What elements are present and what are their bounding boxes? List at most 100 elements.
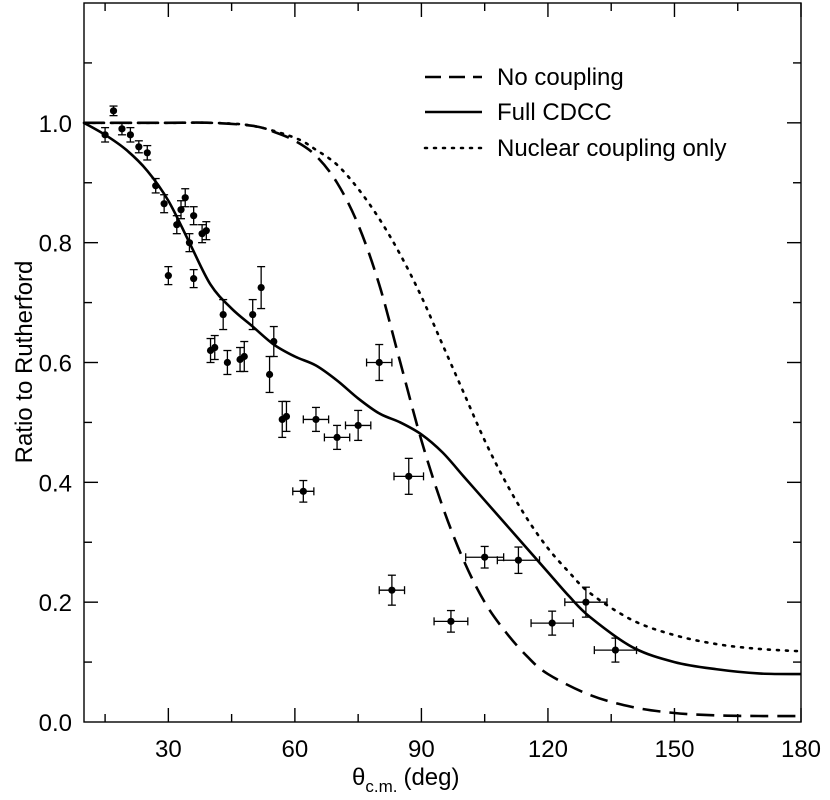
data-point [134, 140, 143, 154]
y-tick-labels: 0.0 0.2 0.4 0.6 0.8 1.0 [39, 111, 72, 737]
y-tick-label: 0.2 [39, 590, 72, 617]
data-point [269, 325, 278, 358]
data-point [117, 122, 126, 136]
data-point [564, 586, 608, 618]
data-point-marker [270, 337, 278, 346]
data-point-marker [405, 472, 413, 480]
data-point-marker [333, 433, 341, 441]
data-point-marker [126, 131, 134, 139]
data-point-marker [582, 598, 590, 606]
data-point-marker [312, 415, 320, 424]
x-tick-label: 150 [654, 736, 694, 763]
data-point-marker [548, 619, 556, 627]
data-point-marker [202, 227, 210, 235]
data-point [496, 546, 541, 575]
series-line-no-coupling [84, 121, 802, 718]
data-point-marker [185, 239, 194, 247]
data-point [126, 126, 135, 143]
x-tick-labels: 30 60 90 120 150 180 [155, 736, 821, 763]
data-point-marker [240, 352, 248, 361]
legend-label-nuclear-coupling-only: Nuclear coupling only [497, 135, 726, 162]
data-point-marker [143, 149, 151, 157]
x-tick-label: 60 [282, 736, 309, 763]
data-point [223, 349, 232, 376]
data-point [433, 609, 469, 633]
x-axis-label-symbol: θ [352, 764, 365, 791]
data-point-marker [164, 272, 172, 280]
data-point [240, 340, 249, 373]
y-tick-label: 0.6 [39, 351, 72, 378]
data-point [143, 144, 152, 161]
data-point-marker [160, 200, 168, 208]
data-point-marker [299, 487, 307, 495]
data-point-marker [177, 206, 185, 214]
data-point-marker [282, 412, 291, 421]
data-point-marker [190, 275, 198, 283]
data-point-marker [249, 310, 257, 319]
tick-marks [84, 3, 802, 722]
data-point-marker [481, 553, 489, 561]
data-point-marker [173, 221, 181, 229]
data-point [302, 406, 330, 433]
series-lines [82, 121, 803, 718]
data-point-marker [354, 421, 362, 430]
data-point-marker [514, 556, 523, 564]
data-point-marker [265, 370, 274, 379]
data-point-marker [211, 343, 219, 352]
data-point-marker [375, 358, 383, 367]
data-point [248, 298, 257, 331]
x-tick-label: 120 [528, 736, 568, 763]
data-point-marker [257, 284, 265, 292]
data-point [109, 105, 118, 117]
data-point-marker [388, 586, 396, 594]
legend-label-no-coupling: No coupling [497, 64, 624, 91]
data-point [210, 334, 219, 361]
data-point-marker [219, 310, 227, 319]
data-point-marker [152, 182, 160, 190]
x-axis-label: θc.m. (deg) [352, 764, 460, 796]
data-point [181, 188, 190, 208]
data-point [189, 206, 198, 226]
experimental-data [101, 105, 638, 663]
data-point [323, 424, 351, 451]
data-point [282, 400, 291, 433]
data-point [257, 265, 266, 310]
y-tick-label: 0.4 [39, 470, 72, 497]
series-line-nuclear-coupling-only [82, 121, 803, 653]
data-point-marker [190, 212, 198, 220]
data-point-marker [223, 358, 231, 367]
data-point [151, 177, 160, 194]
data-point [202, 221, 211, 241]
data-point [365, 343, 393, 382]
series-line-full-cdcc [83, 121, 802, 676]
data-point-marker [109, 107, 118, 115]
data-point [378, 574, 406, 606]
y-tick-label: 0.0 [39, 710, 72, 737]
data-point [160, 194, 169, 214]
data-point [393, 457, 425, 495]
y-axis-label: Ratio to Rutherford [11, 261, 38, 464]
y-tick-label: 0.8 [39, 231, 72, 258]
data-point [172, 215, 181, 235]
y-tick-label: 1.0 [39, 111, 72, 138]
x-tick-label: 90 [408, 736, 435, 763]
data-point-marker [101, 131, 109, 139]
data-point-marker [447, 617, 455, 625]
data-point [344, 409, 372, 442]
data-point [530, 610, 574, 636]
x-axis-label-unit: (deg) [403, 764, 459, 791]
data-point [185, 233, 194, 253]
data-point [593, 637, 638, 663]
data-point [164, 265, 173, 286]
x-tick-label: 30 [155, 736, 182, 763]
data-point-marker [611, 646, 620, 654]
data-point [292, 479, 315, 503]
data-point [177, 200, 186, 220]
legend-label-full-cdcc: Full CDCC [497, 99, 612, 126]
data-point [189, 268, 198, 289]
x-axis-label-subscript: c.m. [365, 777, 397, 796]
data-point-marker [181, 194, 189, 202]
legend: No coupling Full CDCC Nuclear coupling o… [423, 64, 726, 162]
data-point [265, 355, 274, 394]
